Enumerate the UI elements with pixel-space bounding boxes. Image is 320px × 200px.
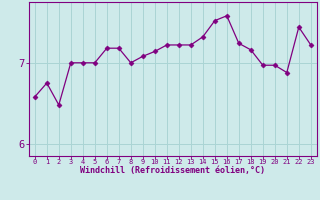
X-axis label: Windchill (Refroidissement éolien,°C): Windchill (Refroidissement éolien,°C) (80, 166, 265, 175)
